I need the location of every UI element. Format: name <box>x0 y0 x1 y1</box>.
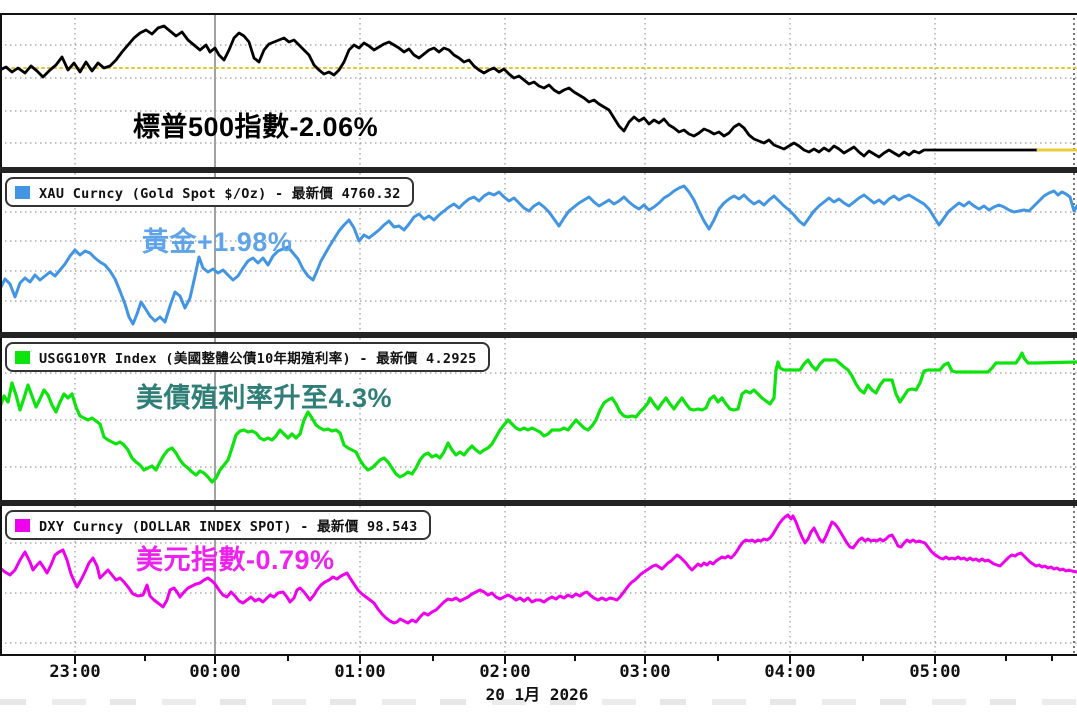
x-tick-label: 05:00 <box>909 662 961 682</box>
dxy-panel: DXY Curncy (DOLLAR INDEX SPOT) - 最新價 98.… <box>0 506 1077 654</box>
x-axis-minor-tick <box>1005 656 1007 661</box>
x-axis-minor-tick <box>717 656 719 661</box>
gold-annotation: 黃金+1.98% <box>142 227 293 257</box>
us10y-annotation: 美債殖利率升至4.3% <box>136 383 393 413</box>
dxy-swatch-icon <box>15 518 30 532</box>
dxy-legend[interactable]: DXY Curncy (DOLLAR INDEX SPOT) - 最新價 98.… <box>5 510 431 540</box>
x-tick-label: 00:00 <box>189 662 241 682</box>
x-tick-label: 23:00 <box>49 662 101 682</box>
x-axis: 20 1月 2026 23:00 00:00 01:00 02:00 03:00 04:0… <box>0 654 1077 706</box>
us10y-swatch-icon <box>15 350 30 364</box>
x-tick-label: 02:00 <box>479 662 531 682</box>
x-tick-label: 01:00 <box>334 662 386 682</box>
sp500-plot[interactable] <box>0 13 1077 167</box>
sp500-annotation: 標普500指數-2.06% <box>133 112 379 142</box>
x-axis-major-tick <box>644 656 646 664</box>
x-axis-minor-tick <box>1051 656 1053 661</box>
x-axis-line <box>0 654 1077 656</box>
x-axis-minor-tick <box>574 656 576 661</box>
chart-top-border <box>0 13 1077 15</box>
yield-line <box>0 351 1077 484</box>
us10y-panel: USGG10YR Index (美國整體公債10年期殖利率) - 最新價 4.2… <box>0 338 1077 500</box>
x-axis-minor-tick <box>287 656 289 661</box>
x-axis-minor-tick <box>862 656 864 661</box>
x-axis-major-tick <box>789 656 791 664</box>
panel-separator <box>0 500 1077 506</box>
us10y-legend[interactable]: USGG10YR Index (美國整體公債10年期殖利率) - 最新價 4.2… <box>5 342 490 372</box>
dxy-legend-label: DXY Curncy (DOLLAR INDEX SPOT) - 最新價 98.… <box>39 519 418 535</box>
cropped-text-artifacts <box>0 699 1077 705</box>
x-tick-label: 04:00 <box>764 662 816 682</box>
x-axis-major-tick <box>74 656 76 664</box>
sp500-price-line <box>0 24 1040 159</box>
dxy-price-line <box>0 513 1077 625</box>
us10y-legend-label: USGG10YR Index (美國整體公債10年期殖利率) - 最新價 4.2… <box>39 351 477 367</box>
dxy-annotation: 美元指數-0.79% <box>136 545 335 575</box>
gold-price-line <box>0 184 1077 326</box>
x-axis-major-tick <box>359 656 361 664</box>
gold-panel: XAU Curncy (Gold Spot $/Oz) - 最新價 4760.3… <box>0 173 1077 332</box>
x-axis-major-tick <box>214 656 216 664</box>
gold-legend[interactable]: XAU Curncy (Gold Spot $/Oz) - 最新價 4760.3… <box>5 177 414 207</box>
sp500-panel: 標普500指數-2.06% <box>0 13 1077 167</box>
x-axis-minor-tick <box>432 656 434 661</box>
x-axis-major-tick <box>934 656 936 664</box>
panel-separator <box>0 332 1077 338</box>
gold-swatch-icon <box>15 185 30 199</box>
x-axis-date-label: 20 1月 2026 <box>485 685 589 704</box>
x-axis-major-tick <box>504 656 506 664</box>
panel-separator <box>0 167 1077 173</box>
gold-legend-label: XAU Curncy (Gold Spot $/Oz) - 最新價 4760.3… <box>39 186 401 202</box>
x-axis-minor-tick <box>144 656 146 661</box>
x-tick-label: 03:00 <box>619 662 671 682</box>
